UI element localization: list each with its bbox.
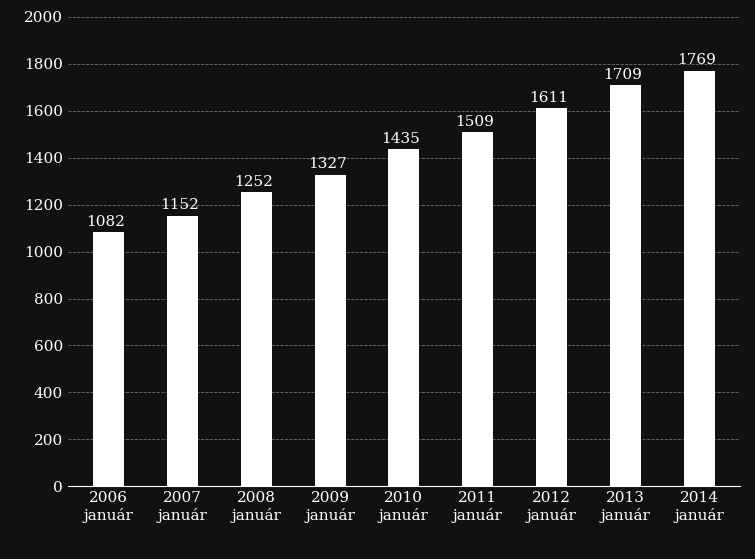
Bar [462, 132, 493, 486]
Text: 1709: 1709 [603, 68, 642, 82]
Text: 1435: 1435 [381, 132, 421, 146]
Text: 1152: 1152 [160, 198, 199, 212]
Bar [684, 71, 715, 486]
Bar [241, 192, 272, 486]
Bar [536, 108, 567, 486]
Text: 1769: 1769 [677, 54, 716, 68]
Bar [93, 233, 124, 486]
Text: 1509: 1509 [455, 115, 495, 129]
Bar [610, 85, 641, 486]
Bar [388, 149, 420, 486]
Text: 1252: 1252 [234, 175, 273, 189]
Text: 1611: 1611 [529, 91, 569, 105]
Bar [167, 216, 198, 486]
Bar [315, 175, 346, 486]
Text: 1082: 1082 [86, 215, 125, 229]
Text: 1327: 1327 [308, 157, 347, 171]
